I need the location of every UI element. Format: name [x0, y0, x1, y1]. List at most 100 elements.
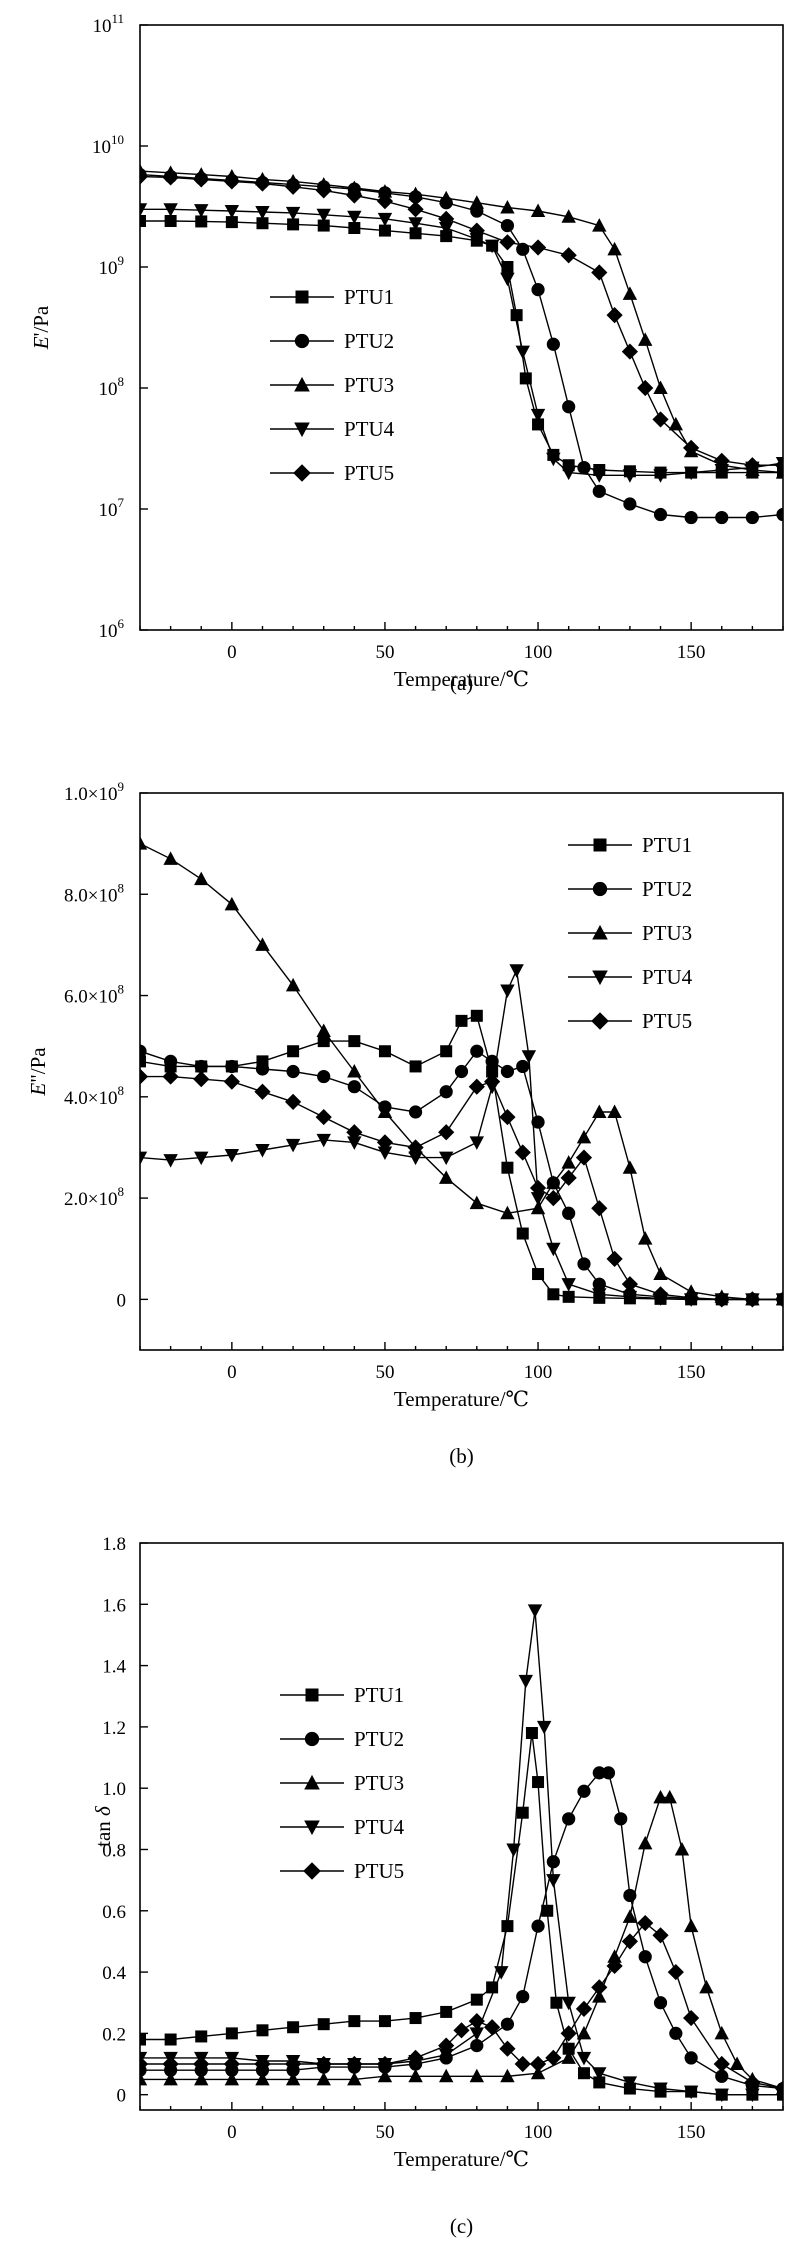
- data-point-ptu4: [484, 239, 500, 254]
- data-point-ptu1: [501, 1161, 514, 1174]
- data-point-ptu4: [377, 212, 393, 227]
- data-point-ptu5: [484, 2019, 501, 2036]
- data-point-ptu5: [346, 2055, 363, 2073]
- data-point-ptu5: [453, 2022, 470, 2039]
- data-point-ptu2: [454, 1064, 469, 1079]
- data-point-ptu5: [254, 2055, 271, 2073]
- data-point-ptu1: [409, 2012, 422, 2025]
- legend-label: PTU3: [354, 1771, 404, 1795]
- data-point-ptu5: [193, 171, 210, 188]
- data-point-ptu2: [715, 2069, 729, 2083]
- data-point-ptu5: [637, 379, 654, 397]
- data-point-ptu5: [621, 1933, 639, 1950]
- data-point-ptu3: [561, 209, 576, 223]
- data-point-ptu4: [316, 1133, 331, 1148]
- data-point-ptu2: [255, 1062, 270, 1076]
- data-point-ptu3: [255, 2071, 270, 2086]
- data-point-ptu3: [622, 1909, 638, 1923]
- data-point-ptu2: [500, 1064, 515, 1079]
- data-point-ptu5: [407, 201, 424, 218]
- data-point-ptu4: [745, 2088, 760, 2103]
- data-point-ptu5: [438, 2037, 455, 2054]
- data-point-ptu2: [194, 1059, 208, 1074]
- data-point-ptu3: [674, 1841, 690, 1856]
- series-ptu4: [140, 1604, 783, 2103]
- legend-marker-ptu1: [593, 838, 607, 852]
- data-point-ptu5: [652, 1286, 669, 1303]
- data-point-ptu1: [348, 2015, 361, 2028]
- data-point-ptu4: [140, 203, 148, 217]
- data-point-ptu3: [607, 241, 622, 256]
- data-point-ptu5: [468, 1078, 485, 1095]
- legend: PTU1 PTU2 PTU3 PTU4 PTU5: [568, 833, 693, 1033]
- panel-caption: (b): [449, 1444, 474, 1468]
- data-point-ptu5: [713, 452, 730, 469]
- data-point-ptu4: [515, 345, 530, 360]
- data-point-ptu5: [346, 187, 363, 204]
- legend-label: PTU4: [354, 1815, 405, 1839]
- legend-label: PTU3: [642, 921, 692, 945]
- y-tick-label: 8.0×108: [64, 880, 124, 906]
- x-tick-label: 100: [524, 642, 553, 663]
- data-point-ptu2: [592, 1277, 606, 1291]
- data-point-ptu1: [516, 1227, 529, 1240]
- data-point-ptu1: [501, 1920, 514, 1933]
- y-tick-label: 109: [99, 253, 125, 279]
- data-point-ptu4: [438, 1151, 454, 1166]
- series-line-ptu1: [140, 1732, 783, 2096]
- series-ptu5: [140, 1914, 783, 2097]
- data-point-ptu3: [438, 1170, 454, 1184]
- data-point-ptu4: [224, 205, 240, 219]
- legend-marker-ptu3: [304, 1774, 320, 1790]
- y-tick-label: 106: [99, 616, 125, 642]
- data-point-ptu1: [486, 1981, 499, 1994]
- series-ptu5: [140, 168, 783, 474]
- legend-marker-ptu2: [304, 1731, 320, 1747]
- y-tick-label: 107: [99, 495, 125, 521]
- x-tick-label: 0: [227, 2122, 237, 2143]
- data-point-ptu1: [225, 2027, 238, 2040]
- x-axis-title: Temperature/℃: [394, 2147, 529, 2171]
- y-tick-label: 1010: [92, 132, 124, 158]
- data-point-ptu4: [408, 217, 423, 231]
- y-tick-label: 1.4: [102, 1657, 126, 1678]
- y-tick-label: 0: [117, 1290, 127, 1311]
- data-point-ptu1: [140, 2033, 146, 2046]
- data-point-ptu3: [607, 1104, 622, 1119]
- legend-label: PTU2: [642, 877, 692, 901]
- data-point-ptu5: [529, 239, 547, 256]
- data-point-ptu4: [561, 1278, 576, 1292]
- data-point-ptu4: [561, 466, 576, 481]
- data-point-ptu3: [438, 190, 454, 205]
- data-point-ptu3: [316, 1023, 331, 1037]
- legend-label: PTU5: [354, 1859, 404, 1883]
- y-tick-label: 1.8: [102, 1534, 126, 1555]
- data-point-ptu5: [652, 411, 669, 428]
- data-point-ptu3: [530, 203, 546, 218]
- data-point-ptu2: [623, 497, 637, 511]
- data-point-ptu2: [164, 1054, 178, 1068]
- x-tick-label: 150: [677, 642, 706, 663]
- data-point-ptu1: [532, 1776, 545, 1789]
- data-point-ptu5: [376, 1134, 394, 1151]
- data-point-ptu3: [347, 2071, 362, 2086]
- data-point-ptu5: [499, 2040, 516, 2057]
- data-point-ptu5: [346, 1124, 363, 1141]
- data-point-ptu5: [683, 439, 700, 456]
- data-point-ptu3: [546, 1175, 561, 1189]
- data-point-ptu5: [407, 2049, 424, 2066]
- data-point-ptu5: [514, 2055, 531, 2073]
- data-point-ptu5: [162, 1068, 179, 1085]
- data-point-ptu3: [163, 851, 178, 865]
- y-tick-label: 0.4: [102, 1963, 126, 1984]
- data-point-ptu3: [347, 1064, 362, 1078]
- legend-label: PTU4: [344, 417, 395, 441]
- plot-area: [140, 163, 783, 525]
- data-point-ptu5: [606, 307, 623, 324]
- data-point-ptu1: [577, 2067, 590, 2080]
- data-point-ptu5: [499, 1108, 516, 1126]
- chart-panel-a: 0 50 100 150 106 107 108 109 1010 1011 Temperature…: [29, 11, 784, 695]
- data-point-ptu2: [745, 510, 759, 525]
- data-point-ptu2: [516, 1990, 530, 2004]
- data-point-ptu5: [683, 2009, 700, 2027]
